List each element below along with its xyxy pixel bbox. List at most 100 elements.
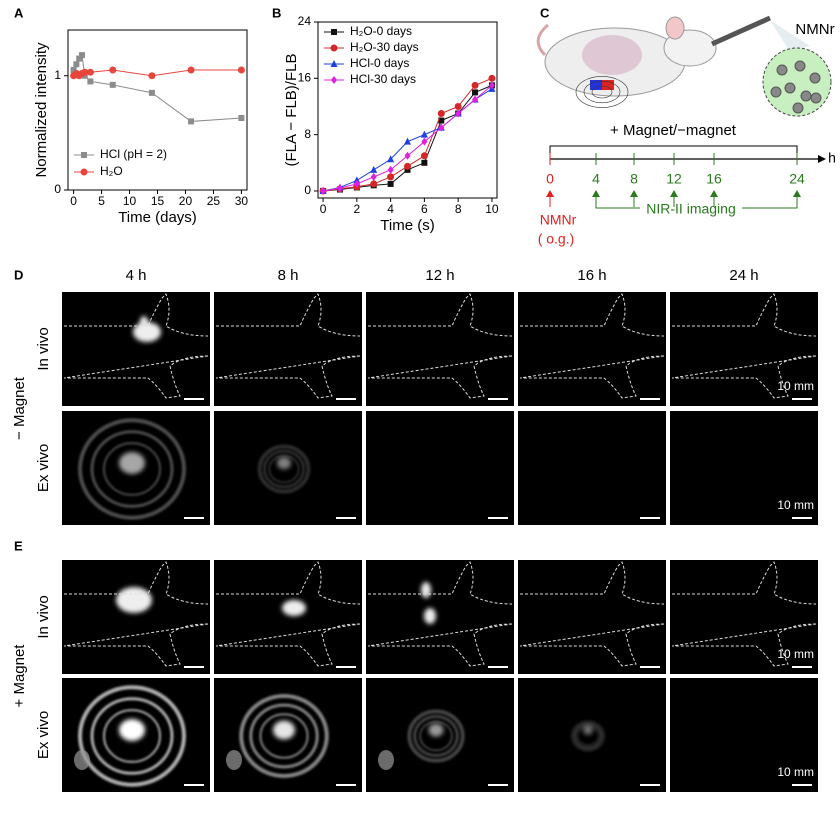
- imaging-bracket: [595, 207, 798, 209]
- intestine-signal: [413, 714, 459, 758]
- group-label: + Magnet: [11, 644, 28, 708]
- mouse-outline: [63, 293, 209, 399]
- drug-label: NMNr: [795, 21, 834, 38]
- data-point: [109, 66, 117, 74]
- signal: [428, 723, 444, 737]
- data-point: [438, 123, 445, 132]
- signal: [583, 725, 593, 735]
- legend-label: H₂O-30 days: [350, 40, 419, 54]
- data-point: [438, 117, 445, 124]
- x-tick-label: 4: [387, 202, 394, 216]
- data-point: [76, 55, 83, 62]
- intestine-signal: [78, 685, 186, 787]
- nir-image: [214, 292, 362, 406]
- data-point: [187, 66, 195, 74]
- start-label: NMNr: [540, 212, 577, 228]
- signal: [119, 719, 145, 741]
- legend-marker: [331, 29, 337, 35]
- nir-image: [518, 292, 666, 406]
- data-point: [109, 81, 116, 88]
- series-line: [323, 77, 493, 192]
- image-background: [366, 411, 514, 525]
- x-tick-label: 30: [235, 194, 249, 208]
- signal: [277, 456, 291, 470]
- scale-bar-label: 10 mm: [777, 379, 814, 393]
- nir-image: [214, 560, 362, 674]
- data-point: [404, 137, 411, 145]
- data-point: [370, 172, 377, 181]
- x-tick-label: 0: [320, 202, 327, 216]
- nanoparticle: [776, 64, 788, 76]
- intestine-signal: [239, 694, 329, 778]
- nir-image: [366, 292, 514, 406]
- group-label: − Magnet: [11, 376, 28, 440]
- time-arrow: [818, 155, 826, 163]
- panel-label: E: [14, 538, 23, 553]
- mouse-outline: [367, 293, 513, 399]
- up-arrow-head: [546, 190, 554, 197]
- intestine-signal: [103, 709, 161, 763]
- mouse-organs: [582, 35, 642, 75]
- intestine-signal: [419, 720, 453, 752]
- field-line: [575, 76, 629, 108]
- mouse-outline: [63, 561, 209, 667]
- data-point: [70, 67, 77, 73]
- scale-bar-label: 10 mm: [777, 647, 814, 661]
- syringe: [710, 15, 772, 47]
- nanoparticle: [800, 90, 812, 102]
- nir-image: 10 mm: [670, 678, 818, 792]
- data-point: [404, 166, 411, 173]
- image-background: [518, 560, 666, 674]
- nir-image: [518, 411, 666, 525]
- image-background: [62, 292, 210, 406]
- legend-marker: [80, 168, 88, 176]
- y-tick-label: 0: [54, 182, 61, 196]
- y-tick-label: 16: [298, 70, 312, 84]
- time-tick-label: 16: [706, 171, 722, 187]
- legend-marker: [330, 44, 338, 52]
- panel-label: B: [272, 5, 281, 20]
- mouse-outline: [519, 293, 665, 399]
- chart: 0 5 10 15 20 25 30 0 1 Time (days) Normalized inte…: [33, 29, 249, 226]
- time-unit: h: [828, 150, 836, 166]
- data-point: [148, 89, 155, 96]
- time-tick-label: 0: [546, 171, 554, 187]
- signal: [378, 750, 394, 770]
- data-point: [471, 81, 479, 89]
- up-arrow-head: [592, 190, 600, 197]
- y-tick-label: 24: [298, 14, 312, 28]
- signal: [273, 720, 295, 740]
- condition-label: + Magnet/−magnet: [610, 122, 737, 139]
- mouse-ear: [665, 16, 685, 40]
- plot-frame: [317, 21, 498, 199]
- data-point: [421, 137, 428, 146]
- x-tick-label: 6: [421, 202, 428, 216]
- data-point: [81, 68, 89, 76]
- mouse-outline: [215, 561, 361, 667]
- scale-bar-label: 10 mm: [777, 765, 814, 779]
- data-point: [73, 61, 80, 68]
- signal: [119, 452, 145, 474]
- legend-marker: [81, 152, 87, 158]
- nanoparticle: [794, 60, 806, 72]
- nir-image: 10 mm: [670, 560, 818, 674]
- panel-label: A: [14, 5, 24, 20]
- y-tick-label: 8: [304, 127, 311, 141]
- data-point: [353, 176, 361, 184]
- magnet-n: [590, 80, 602, 90]
- data-point: [420, 152, 428, 160]
- image-background: [214, 560, 362, 674]
- series-line: [73, 53, 242, 122]
- nir-image: [518, 560, 666, 674]
- time-tick-label: 12: [666, 171, 682, 187]
- bracket: [549, 145, 798, 158]
- nanoparticle: [784, 82, 796, 94]
- y-axis-label: Normalized intensity: [33, 42, 50, 178]
- intestine-signal: [573, 723, 603, 749]
- nir-image: [214, 411, 362, 525]
- signal: [424, 608, 436, 624]
- x-tick-label: 10: [485, 202, 499, 216]
- data-point: [320, 186, 327, 195]
